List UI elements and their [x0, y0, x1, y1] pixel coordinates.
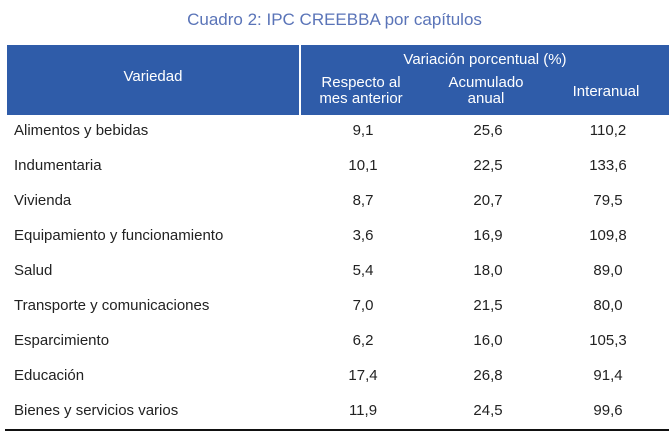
cell-acumulado-anual: 16,0 — [473, 332, 503, 349]
cell-mes-anterior: 9,1 — [352, 122, 374, 139]
cell-interanual: 110,2 — [589, 122, 627, 139]
cell-interanual: 79,5 — [593, 192, 623, 209]
header-text: Respecto al — [321, 74, 401, 91]
table-row: Indumentaria 10,1 22,5 133,6 — [7, 150, 669, 185]
cell-acumulado-anual: 25,6 — [473, 122, 503, 139]
cell-acumulado-anual: 24,5 — [473, 402, 503, 419]
cell-mes-anterior: 5,4 — [352, 262, 374, 279]
header-text: mes anterior — [319, 90, 403, 107]
table-row: Alimentos y bebidas 9,1 25,6 110,2 — [7, 115, 669, 150]
row-label: Esparcimiento — [14, 332, 110, 349]
bottom-rule — [5, 429, 669, 431]
header-interanual: Interanual — [572, 83, 640, 100]
cell-acumulado-anual: 20,7 — [473, 192, 503, 209]
row-label: Transporte y comunicaciones — [14, 297, 210, 314]
table-row: Educación 17,4 26,8 91,4 — [7, 360, 669, 395]
cell-interanual: 109,8 — [589, 227, 627, 244]
row-label: Salud — [14, 262, 53, 279]
cell-interanual: 99,6 — [593, 402, 623, 419]
cell-acumulado-anual: 22,5 — [473, 157, 503, 174]
header-acumulado-anual: Acumulado anual — [431, 75, 541, 107]
header-divider — [299, 45, 301, 115]
cell-acumulado-anual: 21,5 — [473, 297, 503, 314]
cell-mes-anterior: 8,7 — [352, 192, 374, 209]
cell-mes-anterior: 6,2 — [352, 332, 374, 349]
header-variedad: Variedad — [123, 68, 183, 85]
cell-mes-anterior: 3,6 — [352, 227, 374, 244]
cell-acumulado-anual: 26,8 — [473, 367, 503, 384]
row-label: Educación — [14, 367, 85, 384]
row-label: Alimentos y bebidas — [14, 122, 149, 139]
header-text: Acumulado — [448, 74, 524, 91]
table-header: Variedad Variación porcentual (%) Respec… — [7, 45, 669, 115]
cell-mes-anterior: 10,1 — [348, 157, 378, 174]
table-title: Cuadro 2: IPC CREEBBA por capítulos — [187, 10, 482, 29]
cell-interanual: 91,4 — [593, 367, 623, 384]
row-label: Vivienda — [14, 192, 72, 209]
table-row: Equipamiento y funcionamiento 3,6 16,9 1… — [7, 220, 669, 255]
cell-interanual: 105,3 — [589, 332, 627, 349]
header-mes-anterior: Respecto al mes anterior — [306, 75, 416, 107]
header-variacion-porcentual: Variación porcentual (%) — [403, 51, 567, 68]
cell-interanual: 89,0 — [593, 262, 623, 279]
table-row: Bienes y servicios varios 11,9 24,5 99,6 — [7, 395, 669, 430]
cell-acumulado-anual: 16,9 — [473, 227, 503, 244]
cell-mes-anterior: 7,0 — [352, 297, 374, 314]
cell-acumulado-anual: 18,0 — [473, 262, 503, 279]
cell-mes-anterior: 17,4 — [348, 367, 378, 384]
row-label: Bienes y servicios varios — [14, 402, 179, 419]
cell-mes-anterior: 11,9 — [348, 402, 378, 419]
cell-interanual: 133,6 — [589, 157, 627, 174]
table-row: Esparcimiento 6,2 16,0 105,3 — [7, 325, 669, 360]
row-label: Equipamiento y funcionamiento — [14, 227, 224, 244]
cell-interanual: 80,0 — [593, 297, 623, 314]
table-row: Vivienda 8,7 20,7 79,5 — [7, 185, 669, 220]
table-row: Transporte y comunicaciones 7,0 21,5 80,… — [7, 290, 669, 325]
header-text: anual — [467, 90, 505, 107]
row-label: Indumentaria — [14, 157, 102, 174]
table-row: Salud 5,4 18,0 89,0 — [7, 255, 669, 290]
